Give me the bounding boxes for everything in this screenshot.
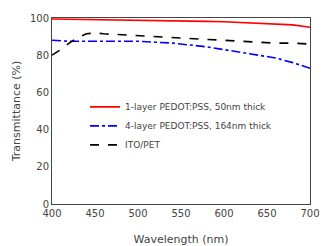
svg-text:ITO/PET: ITO/PET bbox=[125, 140, 160, 150]
svg-text:Wavelength (nm): Wavelength (nm) bbox=[133, 233, 228, 246]
svg-text:400: 400 bbox=[42, 208, 61, 219]
svg-text:60: 60 bbox=[36, 87, 49, 98]
svg-text:0: 0 bbox=[43, 199, 49, 210]
svg-text:Transmittance (%): Transmittance (%) bbox=[10, 61, 23, 163]
svg-text:1-layer PEDOT:PSS, 50nm thick: 1-layer PEDOT:PSS, 50nm thick bbox=[125, 102, 266, 112]
svg-text:4-layer PEDOT:PSS, 164nm thick: 4-layer PEDOT:PSS, 164nm thick bbox=[125, 121, 272, 131]
svg-text:20: 20 bbox=[36, 161, 49, 172]
svg-text:600: 600 bbox=[214, 208, 233, 219]
svg-text:80: 80 bbox=[36, 50, 49, 61]
svg-text:100: 100 bbox=[30, 13, 49, 24]
svg-text:40: 40 bbox=[36, 124, 49, 135]
svg-text:650: 650 bbox=[257, 208, 276, 219]
svg-text:450: 450 bbox=[85, 208, 104, 219]
svg-text:700: 700 bbox=[300, 208, 319, 219]
svg-text:500: 500 bbox=[128, 208, 147, 219]
svg-text:550: 550 bbox=[171, 208, 190, 219]
